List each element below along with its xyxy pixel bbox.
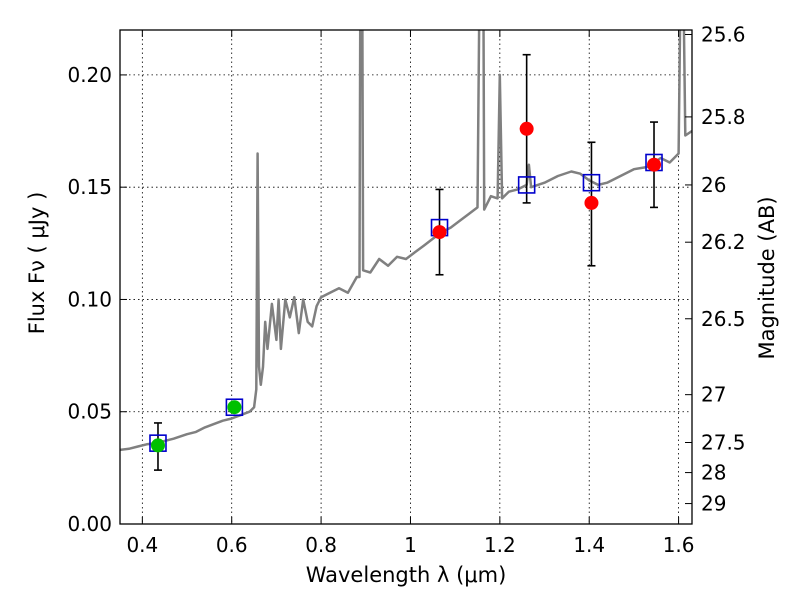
y-axis-label: Flux Fν ( μJy )	[25, 192, 49, 335]
y-tick-label: 0.20	[67, 63, 112, 87]
plot-frame	[119, 29, 693, 525]
axes: 0.4 0.6 0.8 1 1.2 1.4 1.6 0.00 0.05 0.10 0.15 0.20 2…	[67, 22, 745, 557]
y2-tick-label: 27	[701, 383, 726, 407]
green-point	[150, 438, 165, 453]
x-tick-label: 1	[404, 533, 417, 557]
red-point	[584, 195, 599, 210]
model-square-marker	[225, 398, 244, 417]
plot-clip-group	[120, 30, 692, 452]
y-tick-label: 0.00	[67, 512, 112, 536]
x-tick-label: 0.4	[126, 533, 158, 557]
y2-tick-label: 26	[701, 173, 726, 197]
y-tick-label: 0.05	[67, 400, 112, 424]
y2-tick-label: 26.5	[701, 307, 746, 331]
y2-tick-label: 25.6	[701, 22, 746, 46]
y2-axis-label: Magnitude (AB)	[755, 196, 779, 359]
grid	[120, 30, 692, 525]
model-square-marker	[517, 176, 536, 194]
x-tick-label: 0.6	[216, 533, 248, 557]
y-tick-label: 0.15	[67, 175, 112, 199]
y-tick-label: 0.10	[67, 287, 112, 311]
x-tick-label: 0.8	[305, 533, 337, 557]
y2-tick-label: 25.8	[701, 105, 746, 129]
y2-tick-label: 27.5	[701, 430, 746, 454]
x-axis-label: Wavelength λ (μm)	[306, 563, 507, 587]
y2-tick-label: 26.2	[701, 230, 746, 254]
red-point	[432, 225, 447, 240]
y2-tick-label: 28	[701, 461, 726, 485]
spectrum-line	[120, 30, 692, 452]
plot-area	[120, 30, 692, 471]
x-tick-label: 1.4	[573, 533, 605, 557]
green-point	[227, 400, 242, 415]
x-tick-label: 1.6	[663, 533, 695, 557]
y2-tick-label: 29	[701, 492, 726, 516]
model-square-marker	[582, 173, 601, 192]
red-point	[519, 121, 534, 136]
x-tick-label: 1.2	[484, 533, 516, 557]
red-point	[647, 157, 662, 172]
